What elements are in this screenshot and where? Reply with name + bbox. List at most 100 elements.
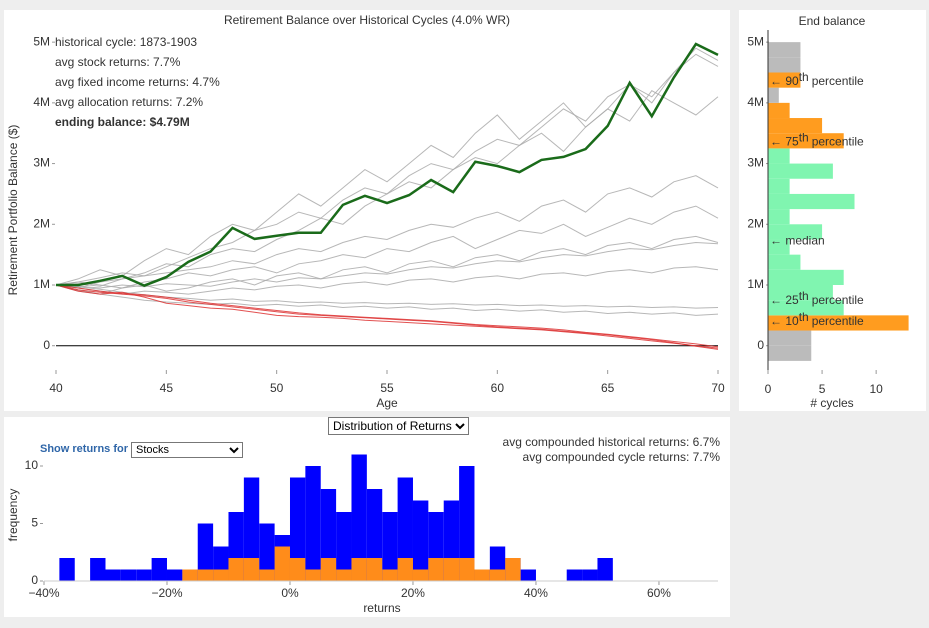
annotation: avg stock returns: 7.7% [55,55,181,69]
bar [259,569,275,581]
series-line [55,284,719,316]
annotation: ← 90 [770,74,799,88]
chart-title: Retirement Balance over Historical Cycle… [224,13,510,27]
bar [182,569,198,581]
bar [768,133,844,149]
annotation: percentile [812,293,864,307]
bar [336,512,352,581]
annotation: avg allocation returns: 7.2% [55,95,203,109]
x-tick-label: 40% [524,586,548,600]
legend-entry: avg compounded cycle returns: 7.7% [523,450,721,464]
y-tick-label: 0 [43,338,50,352]
y-tick-label: 0 [31,573,38,587]
bar [305,569,321,581]
bar [351,454,367,581]
bar [768,102,790,119]
bar [768,118,823,134]
bar [228,558,244,581]
bar [459,558,475,581]
bar [382,512,398,581]
bar [474,569,490,581]
x-tick-label: 20% [401,586,425,600]
x-tick-label: 45 [160,381,174,395]
bar [166,569,183,581]
y-tick-label: 5M [33,34,50,48]
y-tick-label: 3M [747,156,764,170]
y-tick-label: 5 [31,516,38,530]
series-line [55,241,719,289]
annotation: historical cycle: 1873-1903 [55,35,197,49]
bar [320,558,337,581]
series-line [55,266,719,295]
bar [243,558,260,581]
y-tick-label: 1M [33,277,50,291]
bar [768,330,812,346]
x-axis-label: # cycles [810,396,853,410]
y-tick-label: 2M [33,216,50,230]
x-tick-label: 50 [270,381,284,395]
bar [443,558,460,581]
bar [397,477,413,581]
returns-label: Show returns for [40,443,129,455]
bar [768,163,833,179]
bar [90,558,106,581]
y-tick-label: 5M [747,34,764,48]
annotation: ← 10 [770,314,799,328]
returns-select[interactable]: Stocks [131,442,243,458]
bar [366,558,383,581]
bar [120,569,137,581]
x-tick-label: 65 [601,381,615,395]
bar [566,569,583,581]
bar [428,558,444,581]
x-tick-label: 70 [711,381,725,395]
bar [459,466,475,581]
bar [382,569,398,581]
bar [768,57,801,73]
annotation: ← median [770,233,825,247]
y-tick-label: 2M [747,216,764,230]
annotation: ← 25 [770,293,799,307]
y-tick-label: 4M [747,95,764,109]
x-tick-label: −40% [28,586,59,600]
bar [59,558,75,581]
annotation-sup: th [799,289,809,303]
bar [768,285,833,301]
bar [768,87,779,103]
view-select[interactable]: Distribution of Returns [328,417,469,435]
series-line [56,42,719,287]
x-tick-label: 0% [281,586,299,600]
annotation: percentile [812,74,864,88]
bar [412,500,429,581]
y-axis-label: frequency [6,489,20,542]
bar [289,558,306,581]
chart-title: End balance [799,14,866,28]
bar [768,300,844,316]
bar [412,569,429,581]
x-tick-label: 60% [647,586,671,600]
bar [213,569,229,581]
x-tick-label: 55 [380,381,394,395]
bar [289,477,306,581]
y-tick-label: 4M [33,95,50,109]
bar [197,523,214,581]
y-tick-label: 1M [747,277,764,291]
panel-main [4,10,730,411]
bar [768,315,909,331]
panel-end [739,10,926,411]
bar [105,569,121,581]
bar [768,224,823,240]
x-tick-label: 60 [491,381,505,395]
annotation: percentile [812,134,864,148]
bar [768,193,855,210]
series-line [55,284,719,349]
annotation: ending balance: $4.79M [55,115,190,129]
bar [259,523,275,581]
bar [136,569,152,581]
annotation-sup: th [799,130,809,144]
bar [768,178,790,194]
bar [305,466,321,581]
bar [397,558,413,581]
annotation-sup: th [799,70,809,84]
series-line [55,284,719,348]
